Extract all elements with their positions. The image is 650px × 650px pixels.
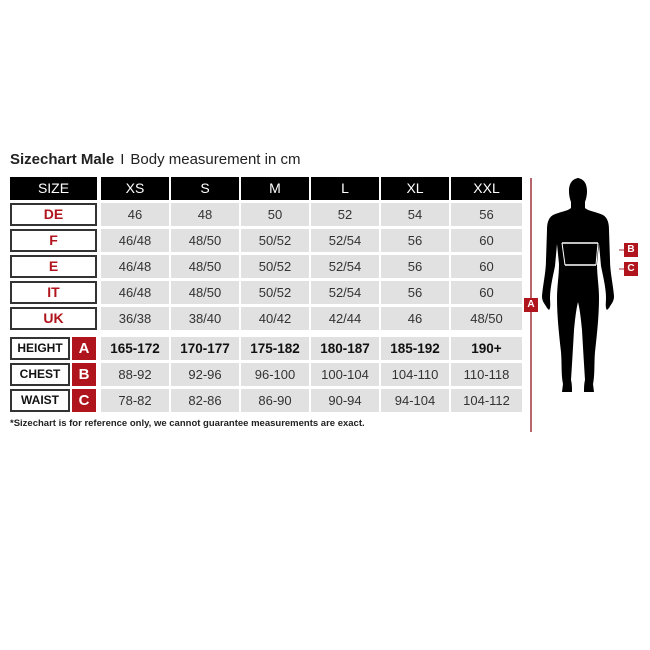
table-cell: 50/52	[241, 281, 309, 304]
country-label: DE	[10, 203, 97, 226]
country-label: UK	[10, 307, 97, 330]
body-figure	[530, 178, 624, 432]
title-subtitle: Body measurement in cm	[130, 151, 301, 168]
measurement-label: WAIST	[10, 389, 70, 412]
title-main: Sizechart Male	[10, 151, 115, 168]
table-cell: 56	[381, 255, 449, 278]
table-cell: 180-187	[311, 337, 379, 360]
table-cell: 48/50	[451, 307, 522, 330]
chart-title: Sizechart Male I Body measurement in cm	[10, 151, 300, 168]
table-cell: 165-172	[101, 337, 169, 360]
table-cell: 48/50	[171, 229, 239, 252]
country-label: F	[10, 229, 97, 252]
table-cell: 56	[381, 281, 449, 304]
table-cell: 175-182	[241, 337, 309, 360]
man-silhouette-icon	[542, 178, 614, 392]
table-cell: 40/42	[241, 307, 309, 330]
table-cell: 52/54	[311, 281, 379, 304]
table-cell: 46	[101, 203, 169, 226]
size-column-header: L	[311, 177, 379, 200]
table-cell: 50	[241, 203, 309, 226]
table-cell: 88-92	[101, 363, 169, 386]
measurement-badge: A	[72, 337, 96, 360]
size-column-header: M	[241, 177, 309, 200]
table-cell: 48	[171, 203, 239, 226]
size-column-header: XL	[381, 177, 449, 200]
measurement-badge: B	[72, 363, 96, 386]
chest-line-right	[595, 242, 599, 266]
table-cell: 36/38	[101, 307, 169, 330]
size-header: SIZE	[10, 177, 97, 200]
table-cell: 46/48	[101, 281, 169, 304]
table-cell: 60	[451, 255, 522, 278]
chest-badge: B	[624, 243, 638, 257]
table-cell: 104-112	[451, 389, 522, 412]
measurement-badge: C	[72, 389, 96, 412]
table-cell: 54	[381, 203, 449, 226]
table-cell: 86-90	[241, 389, 309, 412]
table-cell: 82-86	[171, 389, 239, 412]
waist-badge: C	[624, 262, 638, 276]
table-cell: 78-82	[101, 389, 169, 412]
table-cell: 56	[451, 203, 522, 226]
measurement-label: CHEST	[10, 363, 70, 386]
table-cell: 96-100	[241, 363, 309, 386]
title-separator: I	[120, 151, 125, 168]
table-cell: 50/52	[241, 255, 309, 278]
table-cell: 42/44	[311, 307, 379, 330]
table-cell: 38/40	[171, 307, 239, 330]
table-cell: 170-177	[171, 337, 239, 360]
table-cell: 46/48	[101, 255, 169, 278]
measurement-label: HEIGHT	[10, 337, 70, 360]
table-cell: 190+	[451, 337, 522, 360]
table-cell: 100-104	[311, 363, 379, 386]
country-label: IT	[10, 281, 97, 304]
table-cell: 90-94	[311, 389, 379, 412]
country-label: E	[10, 255, 97, 278]
table-cell: 48/50	[171, 281, 239, 304]
table-cell: 52	[311, 203, 379, 226]
table-cell: 60	[451, 229, 522, 252]
table-cell: 92-96	[171, 363, 239, 386]
table-cell: 56	[381, 229, 449, 252]
table-cell: 60	[451, 281, 522, 304]
table-cell: 94-104	[381, 389, 449, 412]
table-cell: 52/54	[311, 255, 379, 278]
footnote: *Sizechart is for reference only, we can…	[10, 418, 365, 429]
size-column-header: XXL	[451, 177, 522, 200]
size-column-header: XS	[101, 177, 169, 200]
height-badge: A	[524, 298, 538, 312]
table-cell: 48/50	[171, 255, 239, 278]
table-cell: 50/52	[241, 229, 309, 252]
table-cell: 46	[381, 307, 449, 330]
table-cell: 52/54	[311, 229, 379, 252]
chest-line-left	[561, 242, 566, 266]
table-cell: 104-110	[381, 363, 449, 386]
size-column-header: S	[171, 177, 239, 200]
table-cell: 46/48	[101, 229, 169, 252]
table-cell: 185-192	[381, 337, 449, 360]
table-cell: 110-118	[451, 363, 522, 386]
